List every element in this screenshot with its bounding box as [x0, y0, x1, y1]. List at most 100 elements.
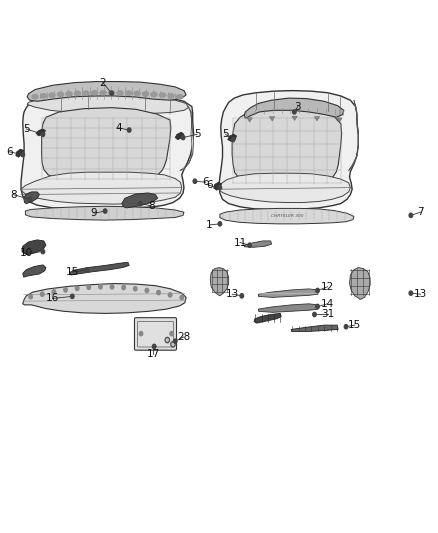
Ellipse shape	[117, 91, 123, 95]
Polygon shape	[24, 192, 39, 204]
Text: 6: 6	[6, 147, 13, 157]
Text: 8: 8	[10, 190, 17, 199]
Circle shape	[110, 91, 113, 95]
Polygon shape	[247, 118, 252, 122]
Polygon shape	[349, 100, 358, 171]
Circle shape	[166, 339, 168, 341]
Circle shape	[409, 291, 413, 295]
Circle shape	[99, 285, 102, 289]
Circle shape	[28, 197, 32, 201]
Text: 6: 6	[202, 177, 209, 187]
Circle shape	[52, 290, 56, 294]
Ellipse shape	[159, 93, 166, 97]
Text: 14: 14	[321, 299, 334, 309]
Text: 15: 15	[348, 320, 361, 330]
Polygon shape	[210, 268, 229, 296]
Circle shape	[41, 132, 45, 136]
Polygon shape	[175, 132, 184, 140]
Ellipse shape	[142, 92, 148, 96]
Polygon shape	[220, 208, 354, 224]
Polygon shape	[22, 240, 46, 255]
Ellipse shape	[134, 91, 140, 95]
Circle shape	[152, 344, 156, 349]
Circle shape	[71, 294, 74, 298]
Polygon shape	[36, 129, 46, 136]
Text: CHRYSLER 300: CHRYSLER 300	[271, 214, 303, 219]
Text: 6: 6	[206, 181, 213, 190]
Text: 3: 3	[294, 102, 301, 111]
Text: 5: 5	[222, 130, 229, 139]
Circle shape	[41, 292, 44, 296]
Circle shape	[181, 135, 185, 140]
Text: 9: 9	[91, 208, 98, 218]
Polygon shape	[350, 268, 370, 300]
Circle shape	[87, 285, 91, 289]
Polygon shape	[27, 82, 186, 101]
Circle shape	[127, 128, 131, 132]
Circle shape	[171, 342, 175, 347]
Polygon shape	[69, 262, 129, 275]
Ellipse shape	[83, 91, 89, 95]
Text: 4: 4	[115, 123, 122, 133]
Ellipse shape	[126, 91, 132, 95]
Ellipse shape	[32, 95, 38, 99]
Circle shape	[168, 293, 172, 297]
Text: 17: 17	[147, 350, 160, 359]
Text: 15: 15	[66, 267, 79, 277]
Polygon shape	[214, 182, 222, 190]
Circle shape	[122, 285, 125, 289]
Circle shape	[316, 304, 319, 309]
Circle shape	[193, 179, 197, 183]
Circle shape	[85, 268, 88, 272]
Ellipse shape	[57, 92, 64, 96]
Circle shape	[344, 325, 348, 329]
Text: 8: 8	[148, 201, 155, 211]
Circle shape	[75, 286, 79, 290]
Polygon shape	[25, 206, 184, 220]
Circle shape	[409, 213, 413, 217]
Circle shape	[145, 288, 148, 293]
Polygon shape	[292, 116, 297, 120]
Circle shape	[180, 295, 184, 300]
Text: 13: 13	[414, 289, 427, 299]
Circle shape	[218, 222, 222, 226]
Polygon shape	[21, 94, 194, 209]
Ellipse shape	[66, 92, 72, 96]
Polygon shape	[16, 149, 24, 157]
Polygon shape	[228, 134, 237, 141]
Circle shape	[110, 285, 114, 289]
Ellipse shape	[109, 91, 115, 95]
Polygon shape	[291, 325, 338, 332]
Circle shape	[170, 332, 173, 336]
Text: 31: 31	[321, 310, 334, 319]
Ellipse shape	[168, 94, 174, 98]
Polygon shape	[269, 117, 275, 121]
Ellipse shape	[177, 95, 183, 99]
Text: 2: 2	[99, 78, 106, 87]
Circle shape	[218, 185, 222, 190]
Circle shape	[103, 209, 107, 213]
Polygon shape	[258, 304, 318, 312]
Circle shape	[293, 110, 296, 114]
Ellipse shape	[40, 94, 46, 98]
Circle shape	[316, 288, 319, 293]
Polygon shape	[21, 172, 182, 204]
Circle shape	[313, 312, 316, 317]
Circle shape	[134, 287, 137, 291]
Circle shape	[21, 152, 25, 157]
Polygon shape	[219, 91, 358, 209]
Circle shape	[138, 201, 142, 206]
Text: 13: 13	[226, 289, 239, 299]
Polygon shape	[244, 98, 344, 118]
Polygon shape	[314, 117, 320, 121]
Text: 16: 16	[46, 294, 59, 303]
Text: 1: 1	[206, 220, 213, 230]
Polygon shape	[27, 95, 188, 114]
Circle shape	[41, 249, 45, 254]
Text: 5: 5	[23, 124, 30, 134]
Polygon shape	[42, 108, 171, 182]
Circle shape	[29, 295, 32, 299]
Circle shape	[248, 243, 251, 247]
Circle shape	[231, 138, 235, 142]
Circle shape	[240, 294, 244, 298]
